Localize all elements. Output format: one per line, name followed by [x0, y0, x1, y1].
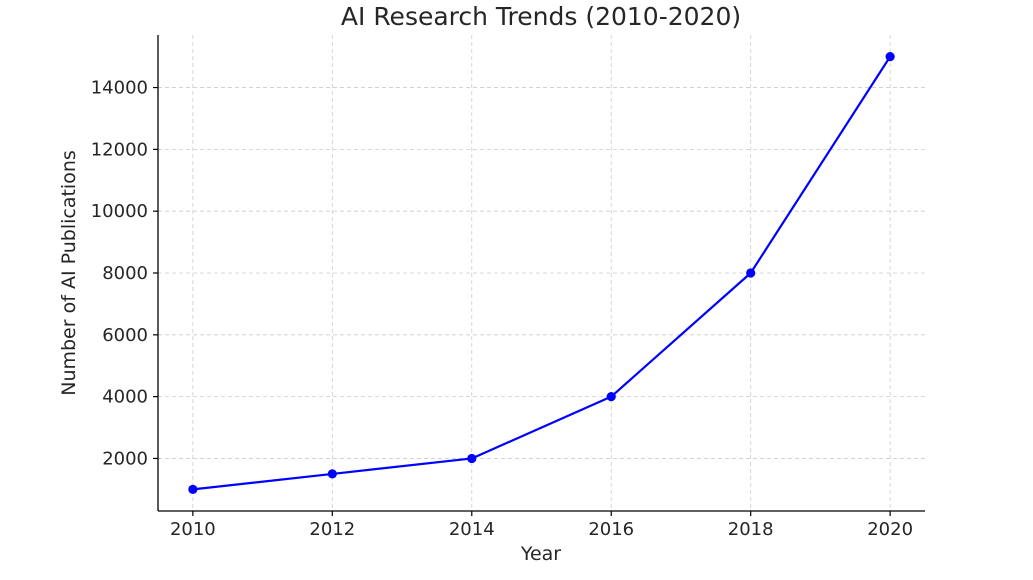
y-tick-label: 4000	[102, 387, 148, 408]
chart-title: AI Research Trends (2010-2020)	[341, 2, 741, 31]
y-tick-label: 8000	[102, 263, 148, 284]
grid	[158, 35, 925, 511]
data-point	[606, 392, 616, 402]
y-tick-label: 10000	[91, 201, 148, 222]
y-axis-label: Number of AI Publications	[58, 150, 80, 396]
x-axis-label: Year	[520, 543, 561, 565]
series	[188, 52, 895, 494]
y-tick-label: 2000	[102, 448, 148, 469]
x-axis-ticks: 2010 2012 2014 2016 2018 2020	[170, 511, 913, 540]
x-tick-label: 2012	[309, 519, 355, 540]
y-axis-ticks: 2000 4000 6000 8000 10000 12000 14000	[91, 78, 158, 469]
x-tick-label: 2014	[449, 519, 495, 540]
series-line	[192, 56, 892, 491]
y-tick-label: 6000	[102, 325, 148, 346]
data-point	[327, 469, 337, 479]
x-tick-label: 2016	[588, 519, 634, 540]
data-point	[188, 484, 198, 494]
x-tick-label: 2018	[728, 519, 774, 540]
y-tick-label: 14000	[91, 78, 148, 99]
x-tick-label: 2020	[867, 519, 913, 540]
data-point	[885, 52, 895, 62]
y-tick-label: 12000	[91, 139, 148, 160]
data-point	[746, 268, 756, 278]
x-tick-label: 2010	[170, 519, 216, 540]
data-point	[467, 453, 477, 464]
